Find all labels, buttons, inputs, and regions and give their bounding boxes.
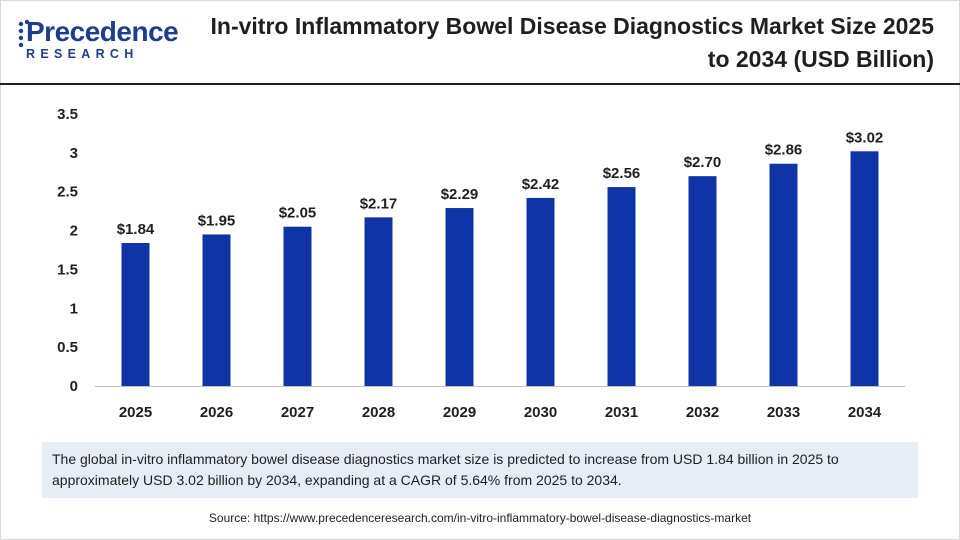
bar: [121, 243, 150, 386]
bar: [202, 234, 231, 386]
data-label: $1.95: [198, 212, 236, 229]
data-label: $2.29: [441, 186, 479, 203]
bar-chart: 0 0.5 1 1.5 2 2.5 3 3.5 $1.84 $1.95 $2.05 $2.17 $2.…: [57, 106, 905, 421]
summary-box: The global in-vitro inflammatory bowel d…: [42, 442, 918, 498]
brand-subtitle: RESEARCH: [26, 47, 139, 61]
bar: [769, 163, 798, 386]
data-label: $2.70: [684, 154, 722, 171]
bar: [364, 217, 393, 386]
data-label: $2.56: [603, 165, 641, 182]
y-tick-label: 2: [70, 223, 78, 240]
data-label: $3.02: [846, 129, 884, 146]
y-tick-label: 1.5: [57, 261, 78, 278]
x-tick-label: 2026: [200, 404, 233, 421]
x-tick-label: 2025: [119, 404, 152, 421]
x-tick-label: 2033: [767, 404, 800, 421]
chart-title: In-vitro Inflammatory Bowel Disease Diag…: [210, 13, 934, 72]
bar: [688, 176, 717, 386]
y-tick-label: 0: [70, 378, 78, 395]
y-tick-label: 2.5: [57, 184, 78, 201]
source-note: Source: https://www.precedenceresearch.c…: [208, 511, 752, 525]
data-label: $2.05: [279, 205, 317, 222]
logo-mark-icon: [18, 19, 30, 48]
x-tick-label: 2034: [848, 404, 882, 421]
data-label: $2.17: [360, 195, 398, 212]
data-label: $2.42: [522, 176, 560, 193]
y-tick-label: 0.5: [57, 339, 78, 356]
x-tick-label: 2028: [362, 404, 395, 421]
bar: [526, 197, 555, 386]
y-tick-label: 3: [70, 145, 78, 162]
bar: [850, 151, 879, 386]
brand-name: Precedence: [26, 16, 179, 47]
header-divider: [0, 83, 960, 85]
y-tick-label: 1: [70, 300, 78, 317]
brand-logo: Precedence RESEARCH: [16, 16, 179, 64]
data-label: $1.84: [117, 221, 155, 238]
x-tick-label: 2029: [443, 404, 476, 421]
header: Precedence RESEARCH In-vitro Inflammator…: [0, 0, 960, 84]
x-tick-label: 2032: [686, 404, 719, 421]
x-tick-label: 2027: [281, 404, 314, 421]
bar: [283, 226, 312, 386]
y-tick-label: 3.5: [57, 106, 78, 123]
x-tick-label: 2030: [524, 404, 557, 421]
data-label: $2.86: [765, 142, 803, 159]
bar: [607, 187, 636, 386]
bar: [445, 208, 474, 386]
x-tick-label: 2031: [605, 404, 638, 421]
